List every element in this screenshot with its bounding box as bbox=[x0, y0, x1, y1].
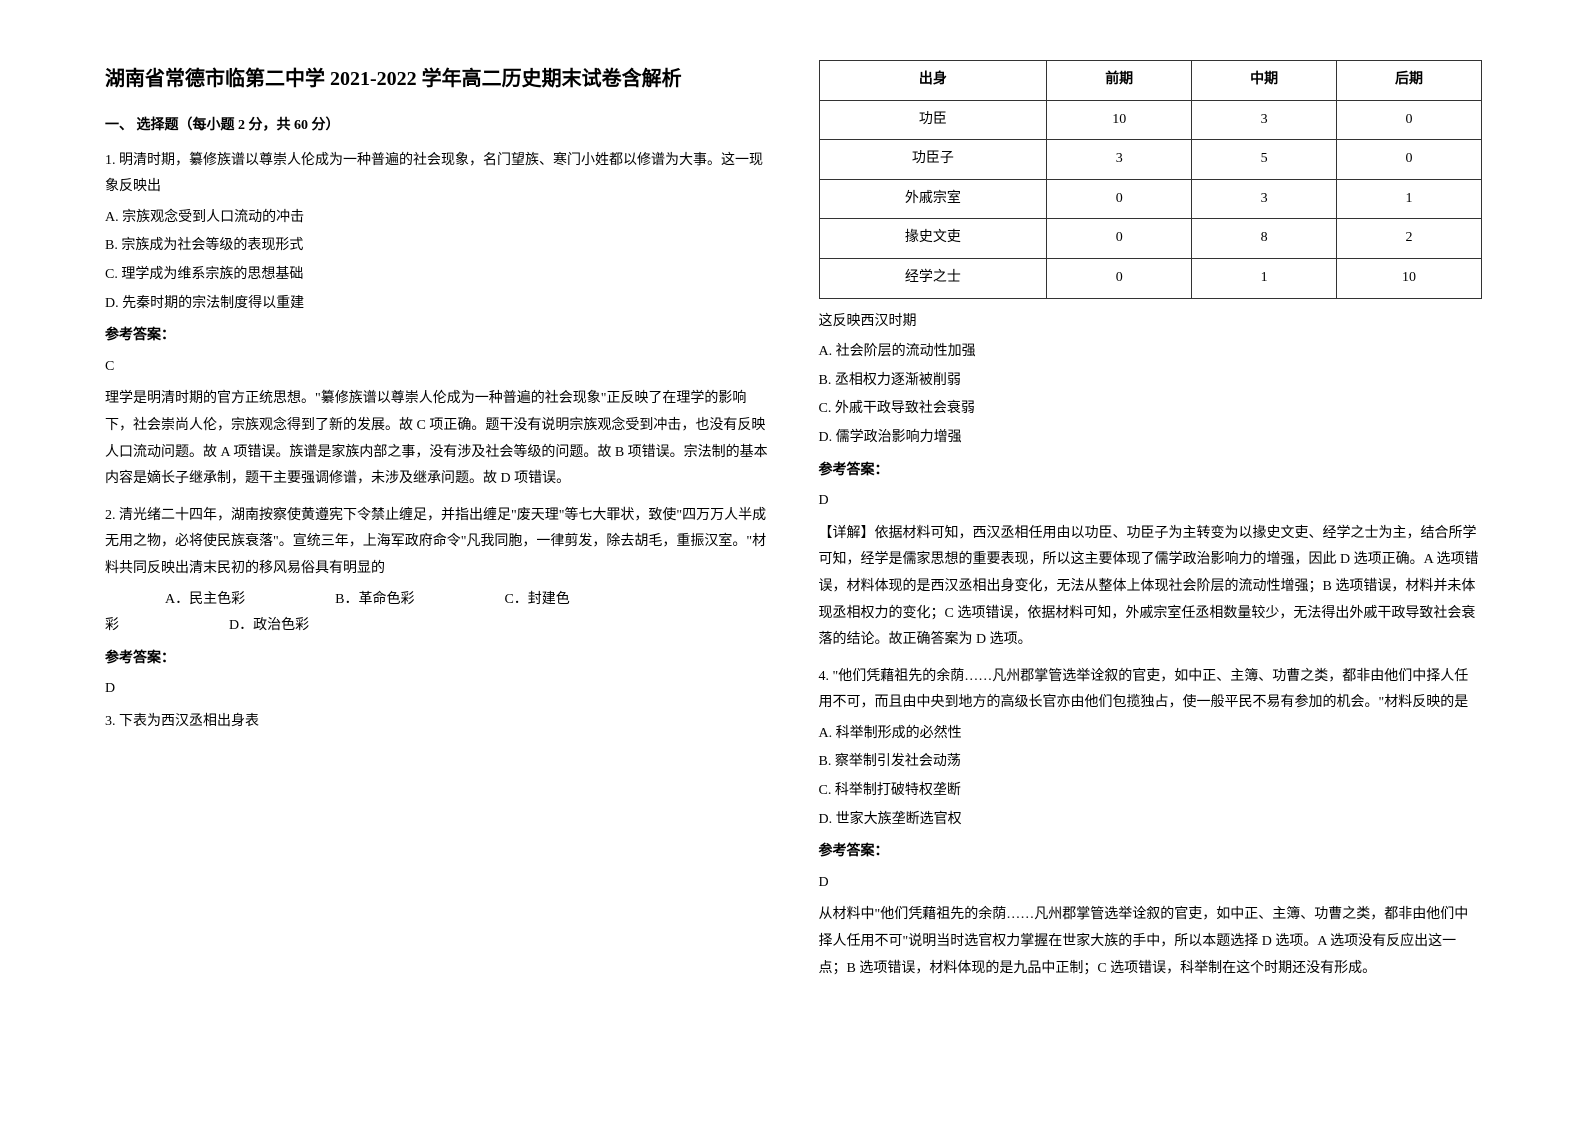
q1-option-c: C. 理学成为维系宗族的思想基础 bbox=[105, 262, 769, 289]
q1-explanation: 理学是明清时期的官方正统思想。"纂修族谱以尊崇人伦成为一种普遍的社会现象"正反映… bbox=[105, 386, 769, 492]
document-title: 湖南省常德市临第二中学 2021-2022 学年高二历史期末试卷含解析 bbox=[105, 60, 769, 98]
q3-option-c: C. 外戚干政导致社会衰弱 bbox=[819, 396, 1483, 423]
table-cell: 10 bbox=[1337, 258, 1482, 298]
q1-option-a: A. 宗族观念受到人口流动的冲击 bbox=[105, 205, 769, 232]
q1-answer-label: 参考答案： bbox=[105, 323, 769, 350]
q2-text: 2. 清光绪二十四年，湖南按察使黄遵宪下令禁止缠足，并指出缠足"废天理"等七大罪… bbox=[105, 503, 769, 583]
q3-explanation: 【详解】依据材料可知，西汉丞相任用由以功臣、功臣子为主转变为以掾史文吏、经学之士… bbox=[819, 521, 1483, 654]
q4-option-c: C. 科举制打破特权垄断 bbox=[819, 778, 1483, 805]
table-cell: 0 bbox=[1047, 258, 1192, 298]
q3-option-d: D. 儒学政治影响力增强 bbox=[819, 425, 1483, 452]
table-cell: 3 bbox=[1192, 179, 1337, 219]
table-row: 外戚宗室031 bbox=[819, 179, 1482, 219]
q2-options-row1: A．民主色彩 B．革命色彩 C．封建色 bbox=[105, 587, 769, 614]
q2-options-row2: 彩 D．政治色彩 bbox=[105, 613, 769, 640]
q3-answer-label: 参考答案： bbox=[819, 458, 1483, 485]
table-cell: 8 bbox=[1192, 219, 1337, 259]
table-cell: 2 bbox=[1337, 219, 1482, 259]
q4-text: 4. "他们凭藉祖先的余荫……凡州郡掌管选举诠叙的官吏，如中正、主簿、功曹之类，… bbox=[819, 664, 1483, 717]
q1-text: 1. 明清时期，纂修族谱以尊崇人伦成为一种普遍的社会现象，名门望族、寒门小姓都以… bbox=[105, 148, 769, 201]
table-cell: 0 bbox=[1337, 140, 1482, 180]
right-column: 出身 前期 中期 后期 功臣1030功臣子350外戚宗室031掾史文吏082经学… bbox=[794, 60, 1508, 1062]
table-row: 经学之士0110 bbox=[819, 258, 1482, 298]
table-cell: 10 bbox=[1047, 100, 1192, 140]
table-row: 掾史文吏082 bbox=[819, 219, 1482, 259]
table-cell: 经学之士 bbox=[819, 258, 1047, 298]
q4-answer: D bbox=[819, 870, 1483, 897]
table-cell: 5 bbox=[1192, 140, 1337, 180]
q3-option-a: A. 社会阶层的流动性加强 bbox=[819, 339, 1483, 366]
q1-option-d: D. 先秦时期的宗法制度得以重建 bbox=[105, 291, 769, 318]
table-cell: 0 bbox=[1047, 219, 1192, 259]
table-header-row: 出身 前期 中期 后期 bbox=[819, 61, 1482, 101]
th-mid: 中期 bbox=[1192, 61, 1337, 101]
q1-answer: C bbox=[105, 354, 769, 381]
q4-option-d: D. 世家大族垄断选官权 bbox=[819, 807, 1483, 834]
table-cell: 0 bbox=[1047, 179, 1192, 219]
table-cell: 0 bbox=[1337, 100, 1482, 140]
q3-answer: D bbox=[819, 488, 1483, 515]
table-row: 功臣子350 bbox=[819, 140, 1482, 180]
table-cell: 功臣子 bbox=[819, 140, 1047, 180]
q1-option-b: B. 宗族成为社会等级的表现形式 bbox=[105, 233, 769, 260]
table-cell: 掾史文吏 bbox=[819, 219, 1047, 259]
table-cell: 1 bbox=[1337, 179, 1482, 219]
origin-table: 出身 前期 中期 后期 功臣1030功臣子350外戚宗室031掾史文吏082经学… bbox=[819, 60, 1483, 299]
th-early: 前期 bbox=[1047, 61, 1192, 101]
q3-cont-text: 这反映西汉时期 bbox=[819, 309, 1483, 336]
th-origin: 出身 bbox=[819, 61, 1047, 101]
table-cell: 1 bbox=[1192, 258, 1337, 298]
q2-answer: D bbox=[105, 676, 769, 703]
q3-text: 3. 下表为西汉丞相出身表 bbox=[105, 709, 769, 736]
left-column: 湖南省常德市临第二中学 2021-2022 学年高二历史期末试卷含解析 一、 选… bbox=[80, 60, 794, 1062]
q2-answer-label: 参考答案： bbox=[105, 646, 769, 673]
q2-option-c: C．封建色 bbox=[504, 587, 569, 614]
table-cell: 外戚宗室 bbox=[819, 179, 1047, 219]
table-cell: 功臣 bbox=[819, 100, 1047, 140]
table-cell: 3 bbox=[1192, 100, 1337, 140]
section-heading: 一、 选择题（每小题 2 分，共 60 分） bbox=[105, 113, 769, 140]
q2-option-b: B．革命色彩 bbox=[335, 587, 414, 614]
q4-answer-label: 参考答案： bbox=[819, 839, 1483, 866]
th-late: 后期 bbox=[1337, 61, 1482, 101]
q4-option-a: A. 科举制形成的必然性 bbox=[819, 721, 1483, 748]
q4-option-b: B. 察举制引发社会动荡 bbox=[819, 749, 1483, 776]
table-row: 功臣1030 bbox=[819, 100, 1482, 140]
q2-option-d: D．政治色彩 bbox=[229, 613, 309, 640]
q2-option-a: A．民主色彩 bbox=[165, 587, 245, 614]
q4-explanation: 从材料中"他们凭藉祖先的余荫……凡州郡掌管选举诠叙的官吏，如中正、主簿、功曹之类… bbox=[819, 902, 1483, 982]
q2-cai: 彩 bbox=[105, 613, 119, 640]
table-cell: 3 bbox=[1047, 140, 1192, 180]
q3-option-b: B. 丞相权力逐渐被削弱 bbox=[819, 368, 1483, 395]
